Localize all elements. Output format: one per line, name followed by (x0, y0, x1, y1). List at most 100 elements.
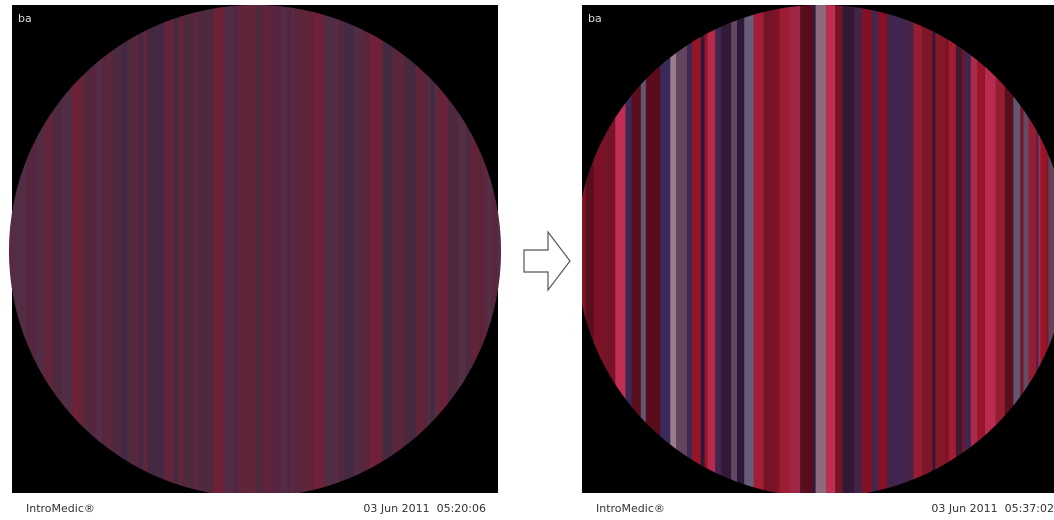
stripe (660, 5, 671, 493)
stripe (737, 5, 745, 493)
stripe (105, 5, 112, 493)
stripe (676, 5, 688, 493)
stripe (14, 5, 20, 493)
stripe (84, 5, 90, 493)
stripe (803, 5, 813, 493)
stripe (147, 5, 158, 493)
stripe (1036, 5, 1039, 493)
stripe (670, 5, 677, 493)
right-image-clip (582, 5, 1054, 493)
left-image (9, 5, 501, 493)
stripe (586, 5, 594, 493)
stripe (291, 5, 294, 493)
stripe (721, 5, 732, 493)
stripe (89, 5, 96, 493)
stripe (970, 5, 978, 493)
stripe (163, 5, 175, 493)
stripe (707, 5, 716, 493)
stripe (235, 5, 238, 493)
stripe (374, 5, 383, 493)
stripe (427, 5, 431, 493)
stripe (731, 5, 737, 493)
stripe (174, 5, 179, 493)
stripe (198, 5, 207, 493)
stripe (903, 5, 914, 493)
stripe (985, 5, 996, 493)
stripe (61, 5, 73, 493)
stripe (213, 5, 224, 493)
stripe (491, 5, 498, 493)
stripe (1023, 5, 1029, 493)
stripe (121, 5, 127, 493)
stripe (652, 5, 661, 493)
stripe (79, 5, 85, 493)
stripe (964, 5, 971, 493)
stripe (640, 5, 646, 493)
stripe (178, 5, 184, 493)
stripe (270, 5, 281, 493)
stripe (11, 5, 15, 493)
stripe (193, 5, 196, 493)
stripe (237, 5, 247, 493)
stripe (922, 5, 933, 493)
stripe (812, 5, 816, 493)
right-label: ba (588, 12, 602, 25)
stripe (250, 5, 257, 493)
stripe (744, 5, 754, 493)
stripe (183, 5, 194, 493)
stripe (887, 5, 894, 493)
stripe (773, 5, 780, 493)
stripe (111, 5, 122, 493)
stripe (256, 5, 263, 493)
left-label: ba (18, 12, 32, 25)
stripe (435, 5, 438, 493)
stripe (789, 5, 801, 493)
stripe (233, 5, 236, 493)
stripe (826, 5, 836, 493)
stripe (102, 5, 106, 493)
stripe (1040, 5, 1047, 493)
stripe (95, 5, 103, 493)
stripe (471, 5, 479, 493)
right-timestamp: 03 Jun 2011 05:37:02 (931, 502, 1054, 515)
stripe (409, 5, 416, 493)
stripe (800, 5, 804, 493)
stripe (127, 5, 134, 493)
stripe (715, 5, 722, 493)
stripe (458, 5, 466, 493)
stripe (280, 5, 288, 493)
stripe (815, 5, 827, 493)
stripe (1028, 5, 1037, 493)
stripe (437, 5, 448, 493)
right-brand: IntroMedic® (596, 502, 665, 515)
stripe (704, 5, 708, 493)
stripe (877, 5, 887, 493)
stripe (700, 5, 705, 493)
stripe (582, 5, 586, 493)
stripe (948, 5, 956, 493)
stripe (403, 5, 410, 493)
stripe (962, 5, 965, 493)
stripe (478, 5, 482, 493)
stripe (313, 5, 324, 493)
stripe (343, 5, 354, 493)
stripe (370, 5, 375, 493)
stripe (1048, 5, 1054, 493)
stripe (305, 5, 314, 493)
stripe (143, 5, 148, 493)
stripe (609, 5, 616, 493)
stripe (19, 5, 27, 493)
stripe (430, 5, 435, 493)
stripe (302, 5, 306, 493)
stripe (753, 5, 764, 493)
stripe (862, 5, 873, 493)
stripe (593, 5, 605, 493)
stripe (850, 5, 855, 493)
stripe (52, 5, 62, 493)
stripe (932, 5, 936, 493)
stripe (468, 5, 472, 493)
stripe (157, 5, 164, 493)
stripe (486, 5, 492, 493)
stripe (416, 5, 425, 493)
stripe (893, 5, 904, 493)
